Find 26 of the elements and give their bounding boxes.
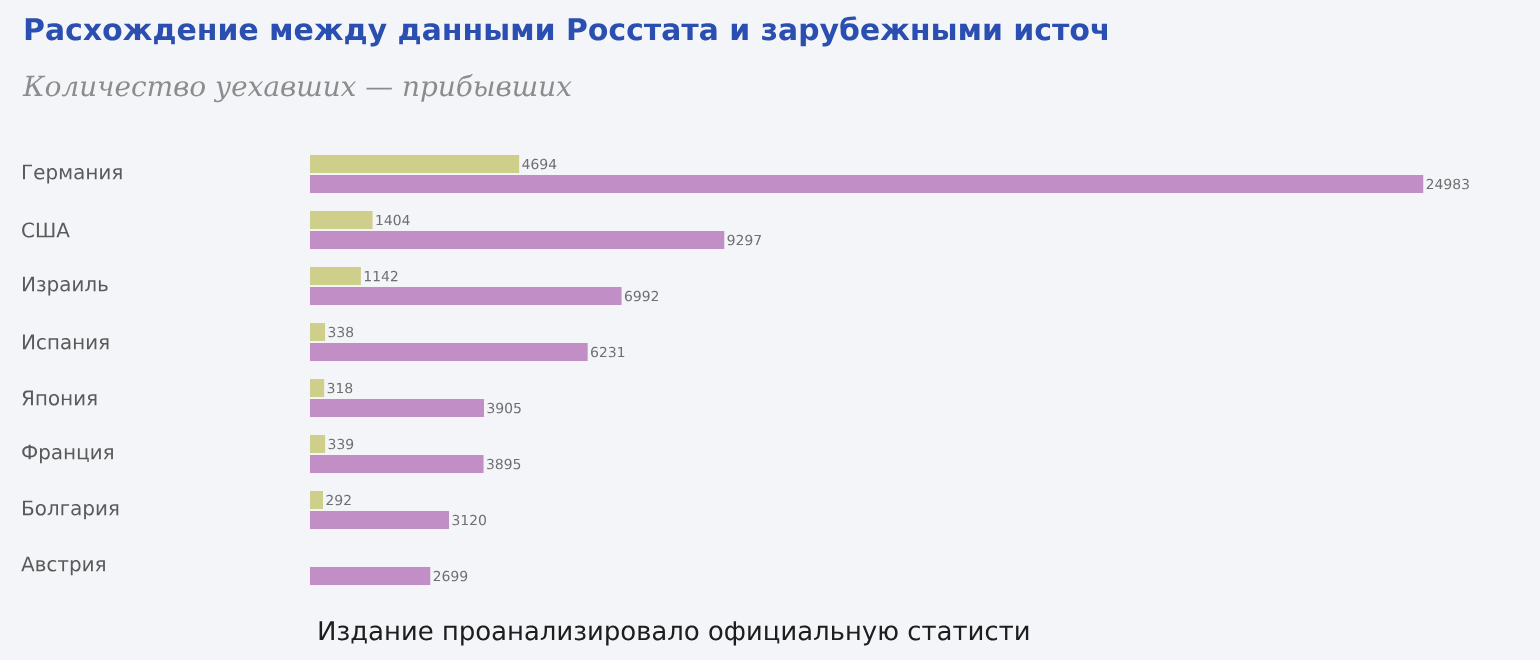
bar <box>310 379 325 398</box>
bar <box>310 211 373 230</box>
chart-title: Расхождение между данными Росстата и зарубежными источ <box>25 16 1108 47</box>
y-tick-label: Франция <box>22 444 113 464</box>
y-tick-label: Австрия <box>21 556 105 576</box>
bar <box>310 343 588 362</box>
bar <box>310 267 361 286</box>
bar <box>310 231 725 250</box>
bar <box>310 435 326 454</box>
chart-subtitle: Количество уехавших — прибывших <box>22 74 572 103</box>
bar <box>310 323 326 342</box>
y-tick-label: Израиль <box>23 276 108 296</box>
bar <box>310 175 1424 194</box>
bar <box>310 399 485 418</box>
bar <box>310 511 450 530</box>
y-tick-label: Испания <box>23 334 109 350</box>
y-tick-label: Болгария <box>23 500 119 520</box>
y-tick-label: Япония <box>22 390 97 406</box>
bar <box>310 491 324 510</box>
text: Издание проанализировало официальную статисти <box>319 621 1029 646</box>
y-tick-label: Германия <box>23 164 122 184</box>
y-tick-label: США <box>22 222 70 238</box>
bar <box>310 155 520 174</box>
bar <box>310 455 484 474</box>
bar <box>310 287 622 306</box>
bar <box>310 567 431 586</box>
